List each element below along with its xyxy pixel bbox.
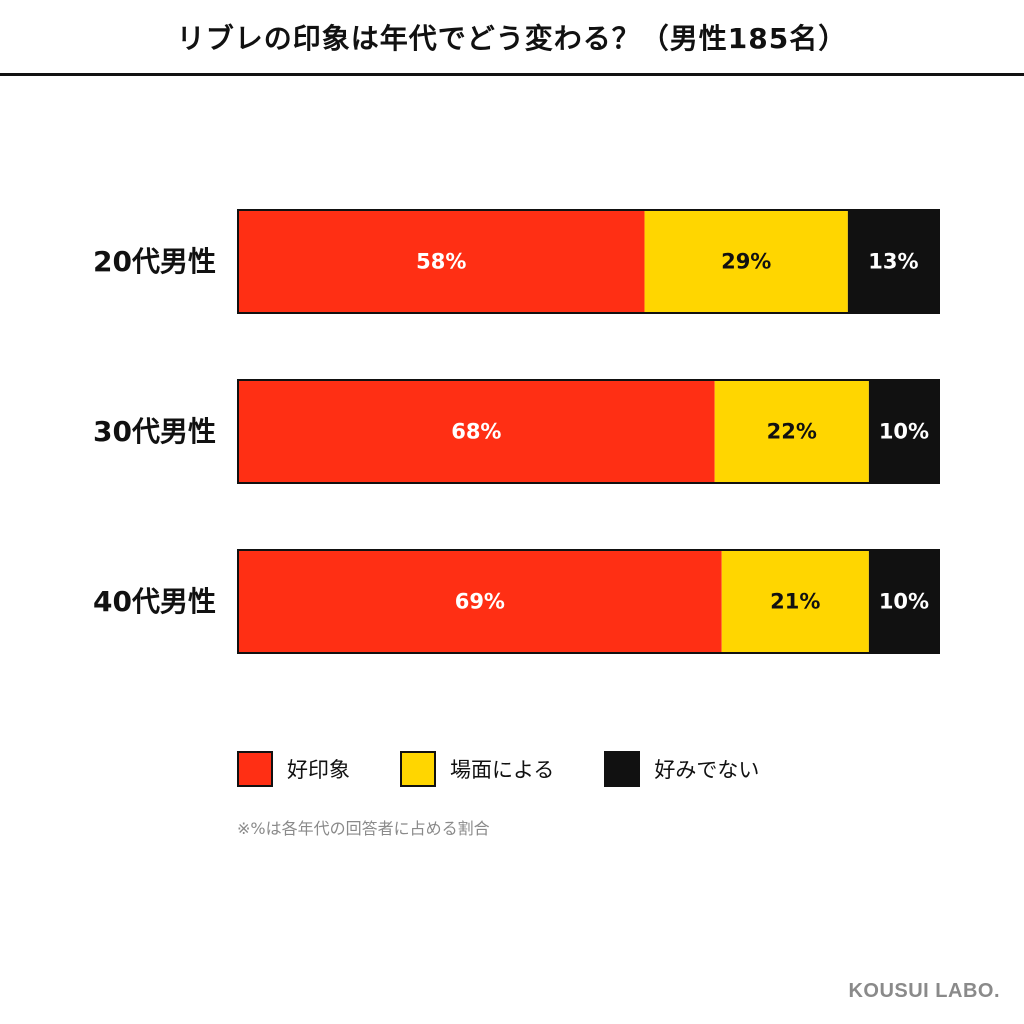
legend-swatch [604, 751, 641, 787]
legend: 好印象 場面による 好みでない [237, 750, 809, 788]
bar-segment [238, 210, 645, 313]
data-label: 22% [767, 420, 817, 444]
legend-item: 好みでない [604, 751, 759, 787]
bar-segment [721, 550, 869, 653]
bar-segment [868, 380, 939, 483]
footnote: ※%は各年代の回答者に占める割合 [237, 819, 490, 838]
legend-label: 好印象 [287, 758, 350, 782]
bar-segment [644, 210, 848, 313]
data-label: 29% [721, 250, 771, 274]
legend-swatch [237, 751, 273, 787]
bar-outline [237, 209, 940, 314]
category-label: 40代男性 [93, 585, 216, 618]
category-label: 30代男性 [93, 415, 216, 448]
data-label: 69% [455, 590, 505, 614]
data-label: 13% [868, 250, 918, 274]
title-bar: リブレの印象は年代でどう変わる？（男性185名） [0, 0, 1024, 76]
legend-label: 好みでない [654, 758, 760, 782]
data-label: 68% [451, 420, 501, 444]
legend-item: 場面による [400, 751, 554, 787]
data-label: 21% [770, 590, 820, 614]
legend-swatch [400, 751, 436, 787]
legend-item: 好印象 [237, 751, 350, 787]
bar-segment [714, 380, 869, 483]
chart-title: リブレの印象は年代でどう変わる？（男性185名） [176, 22, 848, 55]
category-label: 20代男性 [93, 245, 216, 278]
brand-logo: KOUSUI LABO. [848, 980, 1000, 1002]
bar-outline [237, 549, 940, 654]
legend-label: 場面による [450, 758, 555, 782]
bar-outline [237, 379, 940, 484]
data-label: 10% [879, 590, 929, 614]
bar-segment [238, 550, 722, 653]
bar-segment [847, 210, 939, 313]
data-label: 10% [879, 420, 929, 444]
bar-segment [868, 550, 939, 653]
data-label: 58% [416, 250, 466, 274]
bar-segment [238, 380, 715, 483]
